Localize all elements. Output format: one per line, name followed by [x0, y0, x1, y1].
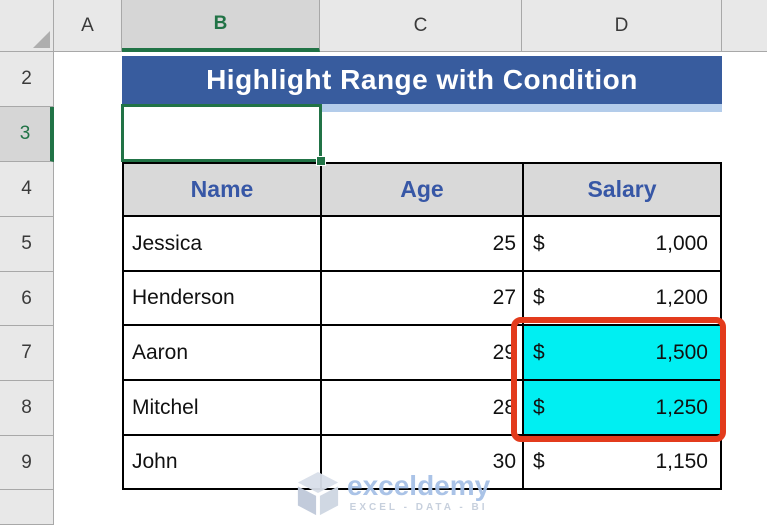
row-header-4[interactable]: 4 [0, 162, 54, 217]
header-cell-name[interactable]: Name [124, 164, 322, 217]
column-header-a[interactable]: A [54, 0, 122, 52]
cell-age[interactable]: 25 [322, 217, 524, 272]
cell-age[interactable]: 30 [322, 436, 524, 488]
header-cell-age[interactable]: Age [322, 164, 524, 217]
currency-symbol: $ [533, 450, 545, 473]
column-header-partial[interactable] [722, 0, 767, 52]
select-all-triangle-icon [33, 31, 50, 48]
table-row: John 30 $ 1,150 [124, 436, 720, 488]
row-header-partial[interactable] [0, 490, 54, 525]
cell-name[interactable]: John [124, 436, 322, 488]
currency-symbol: $ [533, 395, 545, 419]
row-header-8[interactable]: 8 [0, 381, 54, 436]
cell-name[interactable]: Jessica [124, 217, 322, 272]
column-header-c[interactable]: C [320, 0, 522, 52]
currency-symbol: $ [533, 340, 545, 364]
cell-salary[interactable]: $ 1,150 [524, 436, 720, 488]
cell-name[interactable]: Aaron [124, 326, 322, 381]
fill-handle[interactable] [316, 156, 326, 166]
banner-bottom-accent [320, 104, 722, 112]
salary-amount: 1,150 [655, 450, 708, 473]
cell-salary[interactable]: $ 1,200 [524, 272, 720, 326]
salary-amount: 1,000 [655, 231, 708, 255]
table-header-row: Name Age Salary [124, 164, 720, 217]
cell-name[interactable]: Henderson [124, 272, 322, 326]
column-header-d[interactable]: D [522, 0, 722, 52]
watermark: exceldemy EXCEL - DATA - BI [294, 471, 490, 517]
cell-salary-highlighted[interactable]: $ 1,500 [524, 326, 720, 381]
selected-cell-b3[interactable] [121, 104, 322, 162]
cell-age[interactable]: 28 [322, 381, 524, 436]
salary-amount: 1,200 [655, 286, 708, 309]
watermark-brand-text: exceldemy [347, 470, 491, 501]
title-banner-cell[interactable]: Highlight Range with Condition [122, 56, 722, 104]
cell-salary[interactable]: $ 1,000 [524, 217, 720, 272]
select-all-corner[interactable] [0, 0, 54, 52]
cell-salary-highlighted[interactable]: $ 1,250 [524, 381, 720, 436]
row-header-9[interactable]: 9 [0, 436, 54, 490]
data-table: Name Age Salary Jessica 25 $ 1,000 Hende… [122, 162, 722, 490]
cell-age[interactable]: 27 [322, 272, 524, 326]
row-header-5[interactable]: 5 [0, 217, 54, 272]
cell-name[interactable]: Mitchel [124, 381, 322, 436]
currency-symbol: $ [533, 231, 545, 255]
row-header-6[interactable]: 6 [0, 272, 54, 326]
column-header-b-selected[interactable]: B [122, 0, 320, 52]
header-cell-salary[interactable]: Salary [524, 164, 720, 217]
salary-amount: 1,250 [655, 395, 708, 419]
exceldemy-logo-icon [297, 471, 339, 516]
row-header-3-selected[interactable]: 3 [0, 107, 54, 162]
salary-amount: 1,500 [655, 340, 708, 364]
table-row: Mitchel 28 $ 1,250 [124, 381, 720, 436]
currency-symbol: $ [533, 286, 545, 309]
table-row: Jessica 25 $ 1,000 [124, 217, 720, 272]
table-row: Aaron 29 $ 1,500 [124, 326, 720, 381]
cell-age[interactable]: 29 [322, 326, 524, 381]
table-row: Henderson 27 $ 1,200 [124, 272, 720, 326]
row-header-7[interactable]: 7 [0, 326, 54, 381]
row-header-2[interactable]: 2 [0, 52, 54, 107]
watermark-tagline: EXCEL - DATA - BI [349, 502, 488, 514]
